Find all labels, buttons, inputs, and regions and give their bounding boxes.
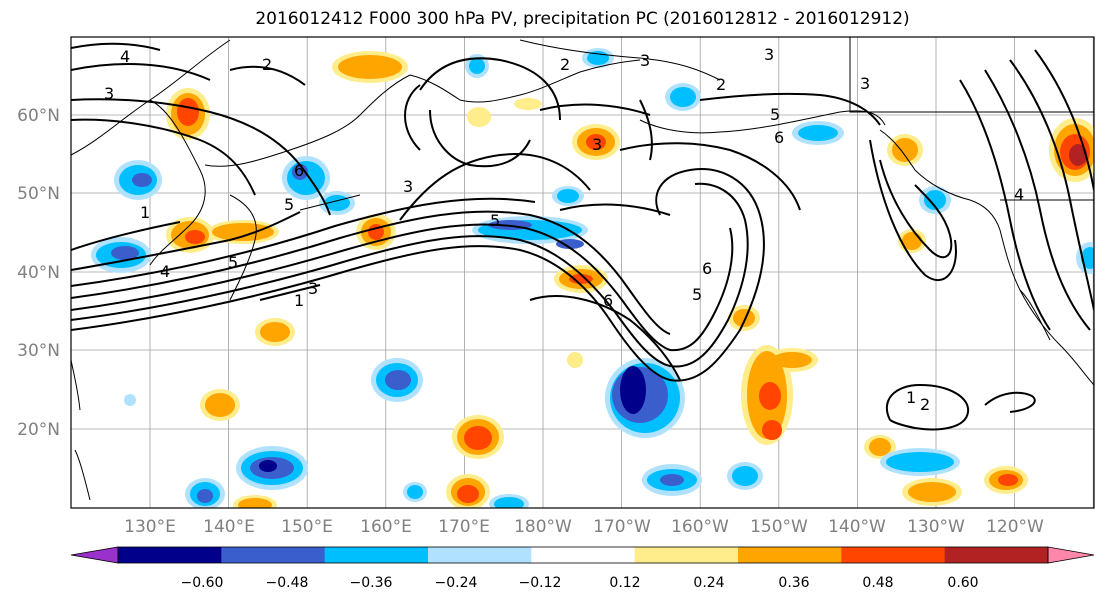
- colorbar-swatch: [428, 547, 532, 563]
- contour-label: 3: [764, 45, 774, 64]
- longitude-labels: 130°E 140°E 150°E 160°E 170°E 180°W 170°…: [124, 517, 1044, 537]
- contour-label: 5: [770, 105, 780, 124]
- colorbar: −0.60 −0.48 −0.36 −0.24 −0.12 0.12 0.24 …: [70, 546, 1095, 591]
- colorbar-swatch: [531, 547, 636, 563]
- lon-label: 140°E: [203, 517, 255, 537]
- contour-label: 3: [104, 84, 114, 103]
- lon-label: 170°E: [438, 517, 490, 537]
- colorbar-extend-high: [1047, 546, 1095, 564]
- colorbar-tick: 0.36: [778, 575, 809, 591]
- colorbar-ticks: −0.60 −0.48 −0.36 −0.24 −0.12 0.12 0.24 …: [181, 575, 979, 591]
- colorbar-tick: −0.36: [350, 575, 393, 591]
- colorbar-swatch: [738, 547, 842, 563]
- lon-label: 160°E: [360, 517, 412, 537]
- latitude-labels: 60°N 50°N 40°N 30°N 20°N: [17, 106, 60, 440]
- contour-label: 4: [160, 262, 170, 281]
- lat-label: 40°N: [17, 263, 60, 283]
- contour-label: 5: [692, 285, 702, 304]
- lat-label: 30°N: [17, 341, 60, 361]
- contour-label: 1: [906, 388, 916, 407]
- lon-label: 150°W: [750, 517, 808, 537]
- map-panel: 4 3 2 3 5 6 5 3 4 5 6 3 3 2 3 2 1 4 5 6: [70, 36, 1095, 509]
- lon-label: 170°W: [593, 517, 651, 537]
- map-title: 2016012412 F000 300 hPa PV, precipitatio…: [255, 9, 910, 29]
- coastlines: [71, 37, 1094, 501]
- colorbar-swatch: [324, 547, 429, 563]
- colorbar-swatch: [841, 547, 946, 563]
- pv-contour-labels: 4 3 2 3 5 6 5 3 4 5 6 3 3 2 3 2 1 4 5 6: [104, 45, 1024, 414]
- contour-label: 2: [716, 75, 726, 94]
- colorbar-swatch: [118, 547, 222, 563]
- contour-label: 5: [490, 211, 500, 230]
- colorbar-swatch: [221, 547, 326, 563]
- lat-label: 50°N: [17, 184, 60, 204]
- contour-label: 1: [294, 291, 304, 310]
- contour-label: 3: [308, 279, 318, 298]
- lon-label: 160°W: [671, 517, 729, 537]
- contour-label: 3: [592, 135, 602, 154]
- lon-label: 140°W: [828, 517, 886, 537]
- colorbar-tick: −0.48: [266, 575, 309, 591]
- contour-label: 5: [284, 195, 294, 214]
- contour-label: 2: [262, 55, 272, 74]
- contour-label: 6: [774, 128, 784, 147]
- contour-label: 2: [920, 395, 930, 414]
- colorbar-tick: −0.60: [181, 575, 224, 591]
- contour-label: 6: [294, 161, 304, 180]
- contour-label: 4: [120, 47, 130, 66]
- colorbar-tick: 0.60: [947, 575, 978, 591]
- contour-label: 3: [860, 74, 870, 93]
- colorbar-segments: [70, 546, 1095, 564]
- lat-label: 60°N: [17, 106, 60, 126]
- lon-label: 180°W: [514, 517, 572, 537]
- colorbar-tick: 0.24: [693, 575, 724, 591]
- contour-label: 3: [403, 177, 413, 196]
- contour-label: 1: [140, 203, 150, 222]
- colorbar-tick: 0.48: [862, 575, 893, 591]
- colorbar-swatch: [944, 547, 1049, 563]
- colorbar-swatch: [634, 547, 739, 563]
- contour-label: 6: [603, 291, 613, 310]
- contour-label: 5: [228, 253, 238, 272]
- contour-label: 3: [640, 51, 650, 70]
- lon-label: 150°E: [281, 517, 333, 537]
- map-frame: [70, 36, 1095, 509]
- contour-label: 2: [560, 55, 570, 74]
- lon-label: 130°E: [124, 517, 176, 537]
- colorbar-extend-low: [70, 546, 119, 564]
- contour-label: 4: [1014, 185, 1024, 204]
- pv-contours: [71, 42, 1094, 431]
- colorbar-tick: −0.12: [519, 575, 562, 591]
- lon-label: 120°W: [986, 517, 1044, 537]
- colorbar-outline: [117, 546, 1049, 564]
- lon-label: 130°W: [907, 517, 965, 537]
- contour-label: 6: [702, 259, 712, 278]
- colorbar-tick: 0.12: [609, 575, 640, 591]
- lat-label: 20°N: [17, 420, 60, 440]
- precip-shading: [91, 48, 1094, 508]
- colorbar-tick: −0.24: [435, 575, 478, 591]
